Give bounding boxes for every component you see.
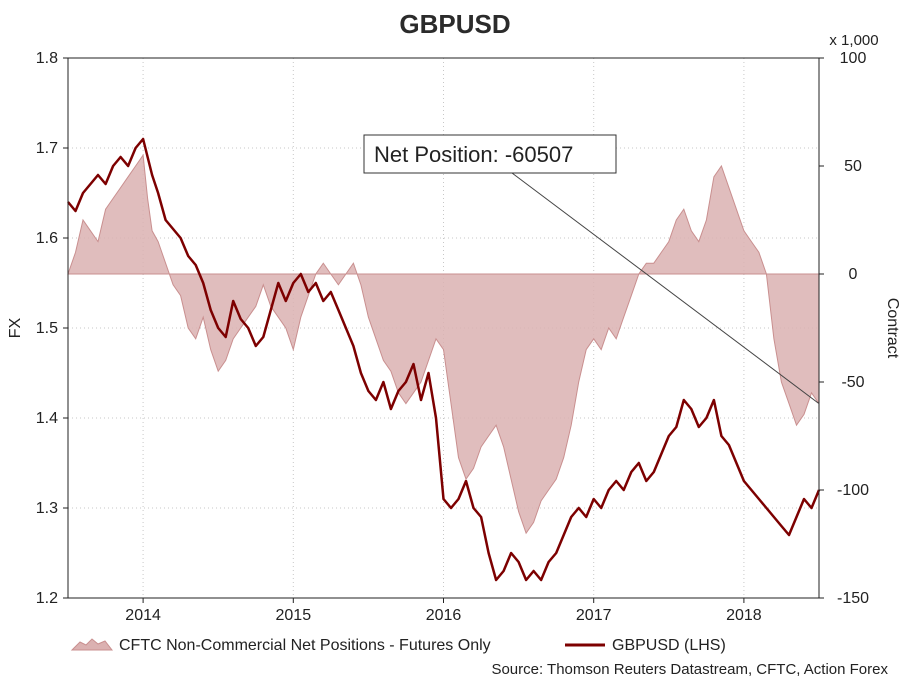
x-axis-tick-label: 2018 xyxy=(726,607,762,624)
legend: CFTC Non-Commercial Net Positions - Futu… xyxy=(70,637,726,654)
left-axis-tick-label: 1.8 xyxy=(36,50,58,67)
right-axis-tick-label: 50 xyxy=(844,158,862,175)
x-axis-tick-label: 2014 xyxy=(125,607,161,624)
annotation-box xyxy=(363,134,617,174)
left-axis-tick-label: 1.6 xyxy=(36,230,58,247)
left-axis-tick-label: 1.5 xyxy=(36,320,58,337)
x-axis-tick-label: 2016 xyxy=(426,607,462,624)
right-axis-tick-label: -150 xyxy=(837,590,869,607)
left-axis-tick-label: 1.4 xyxy=(36,410,58,427)
x-axis-tick-label: 2015 xyxy=(276,607,312,624)
source-note: Source: Thomson Reuters Datastream, CFTC… xyxy=(491,661,888,678)
gbpusd-line-layer xyxy=(67,137,821,582)
net-position-area-layer xyxy=(67,153,820,535)
x-axis-ticks: 2014 2015 2016 2017 2018 xyxy=(125,598,762,624)
right-axis-multiplier-label: x 1,000 xyxy=(829,32,878,49)
left-axis-tick-label: 1.2 xyxy=(36,590,58,607)
right-axis-tick-label: -50 xyxy=(841,374,864,391)
annotation-leader-line xyxy=(511,172,820,404)
net-position-area xyxy=(67,153,820,535)
right-axis-ticks: -150 -100 -50 0 50 100 xyxy=(819,50,869,607)
right-axis-tick-label: -100 xyxy=(837,482,869,499)
legend-line-label: GBPUSD (LHS) xyxy=(612,637,726,654)
left-axis-tick-label: 1.7 xyxy=(36,140,58,157)
left-axis-tick-label: 1.3 xyxy=(36,500,58,517)
legend-area-swatch xyxy=(70,638,114,651)
gbpusd-line xyxy=(67,137,821,582)
x-axis-tick-label: 2017 xyxy=(576,607,612,624)
left-axis-ticks: 1.2 1.3 1.4 1.5 1.6 1.7 1.8 xyxy=(36,50,68,607)
right-axis-tick-label: 0 xyxy=(849,266,858,283)
right-axis-tick-label: 100 xyxy=(840,50,867,67)
legend-area-label: CFTC Non-Commercial Net Positions - Futu… xyxy=(119,637,491,654)
chart-title: GBPUSD xyxy=(399,9,510,39)
left-axis-label: FX xyxy=(7,317,24,338)
right-axis-label: Contract xyxy=(884,298,901,359)
annotation-label: Net Position: -60507 xyxy=(374,142,573,167)
